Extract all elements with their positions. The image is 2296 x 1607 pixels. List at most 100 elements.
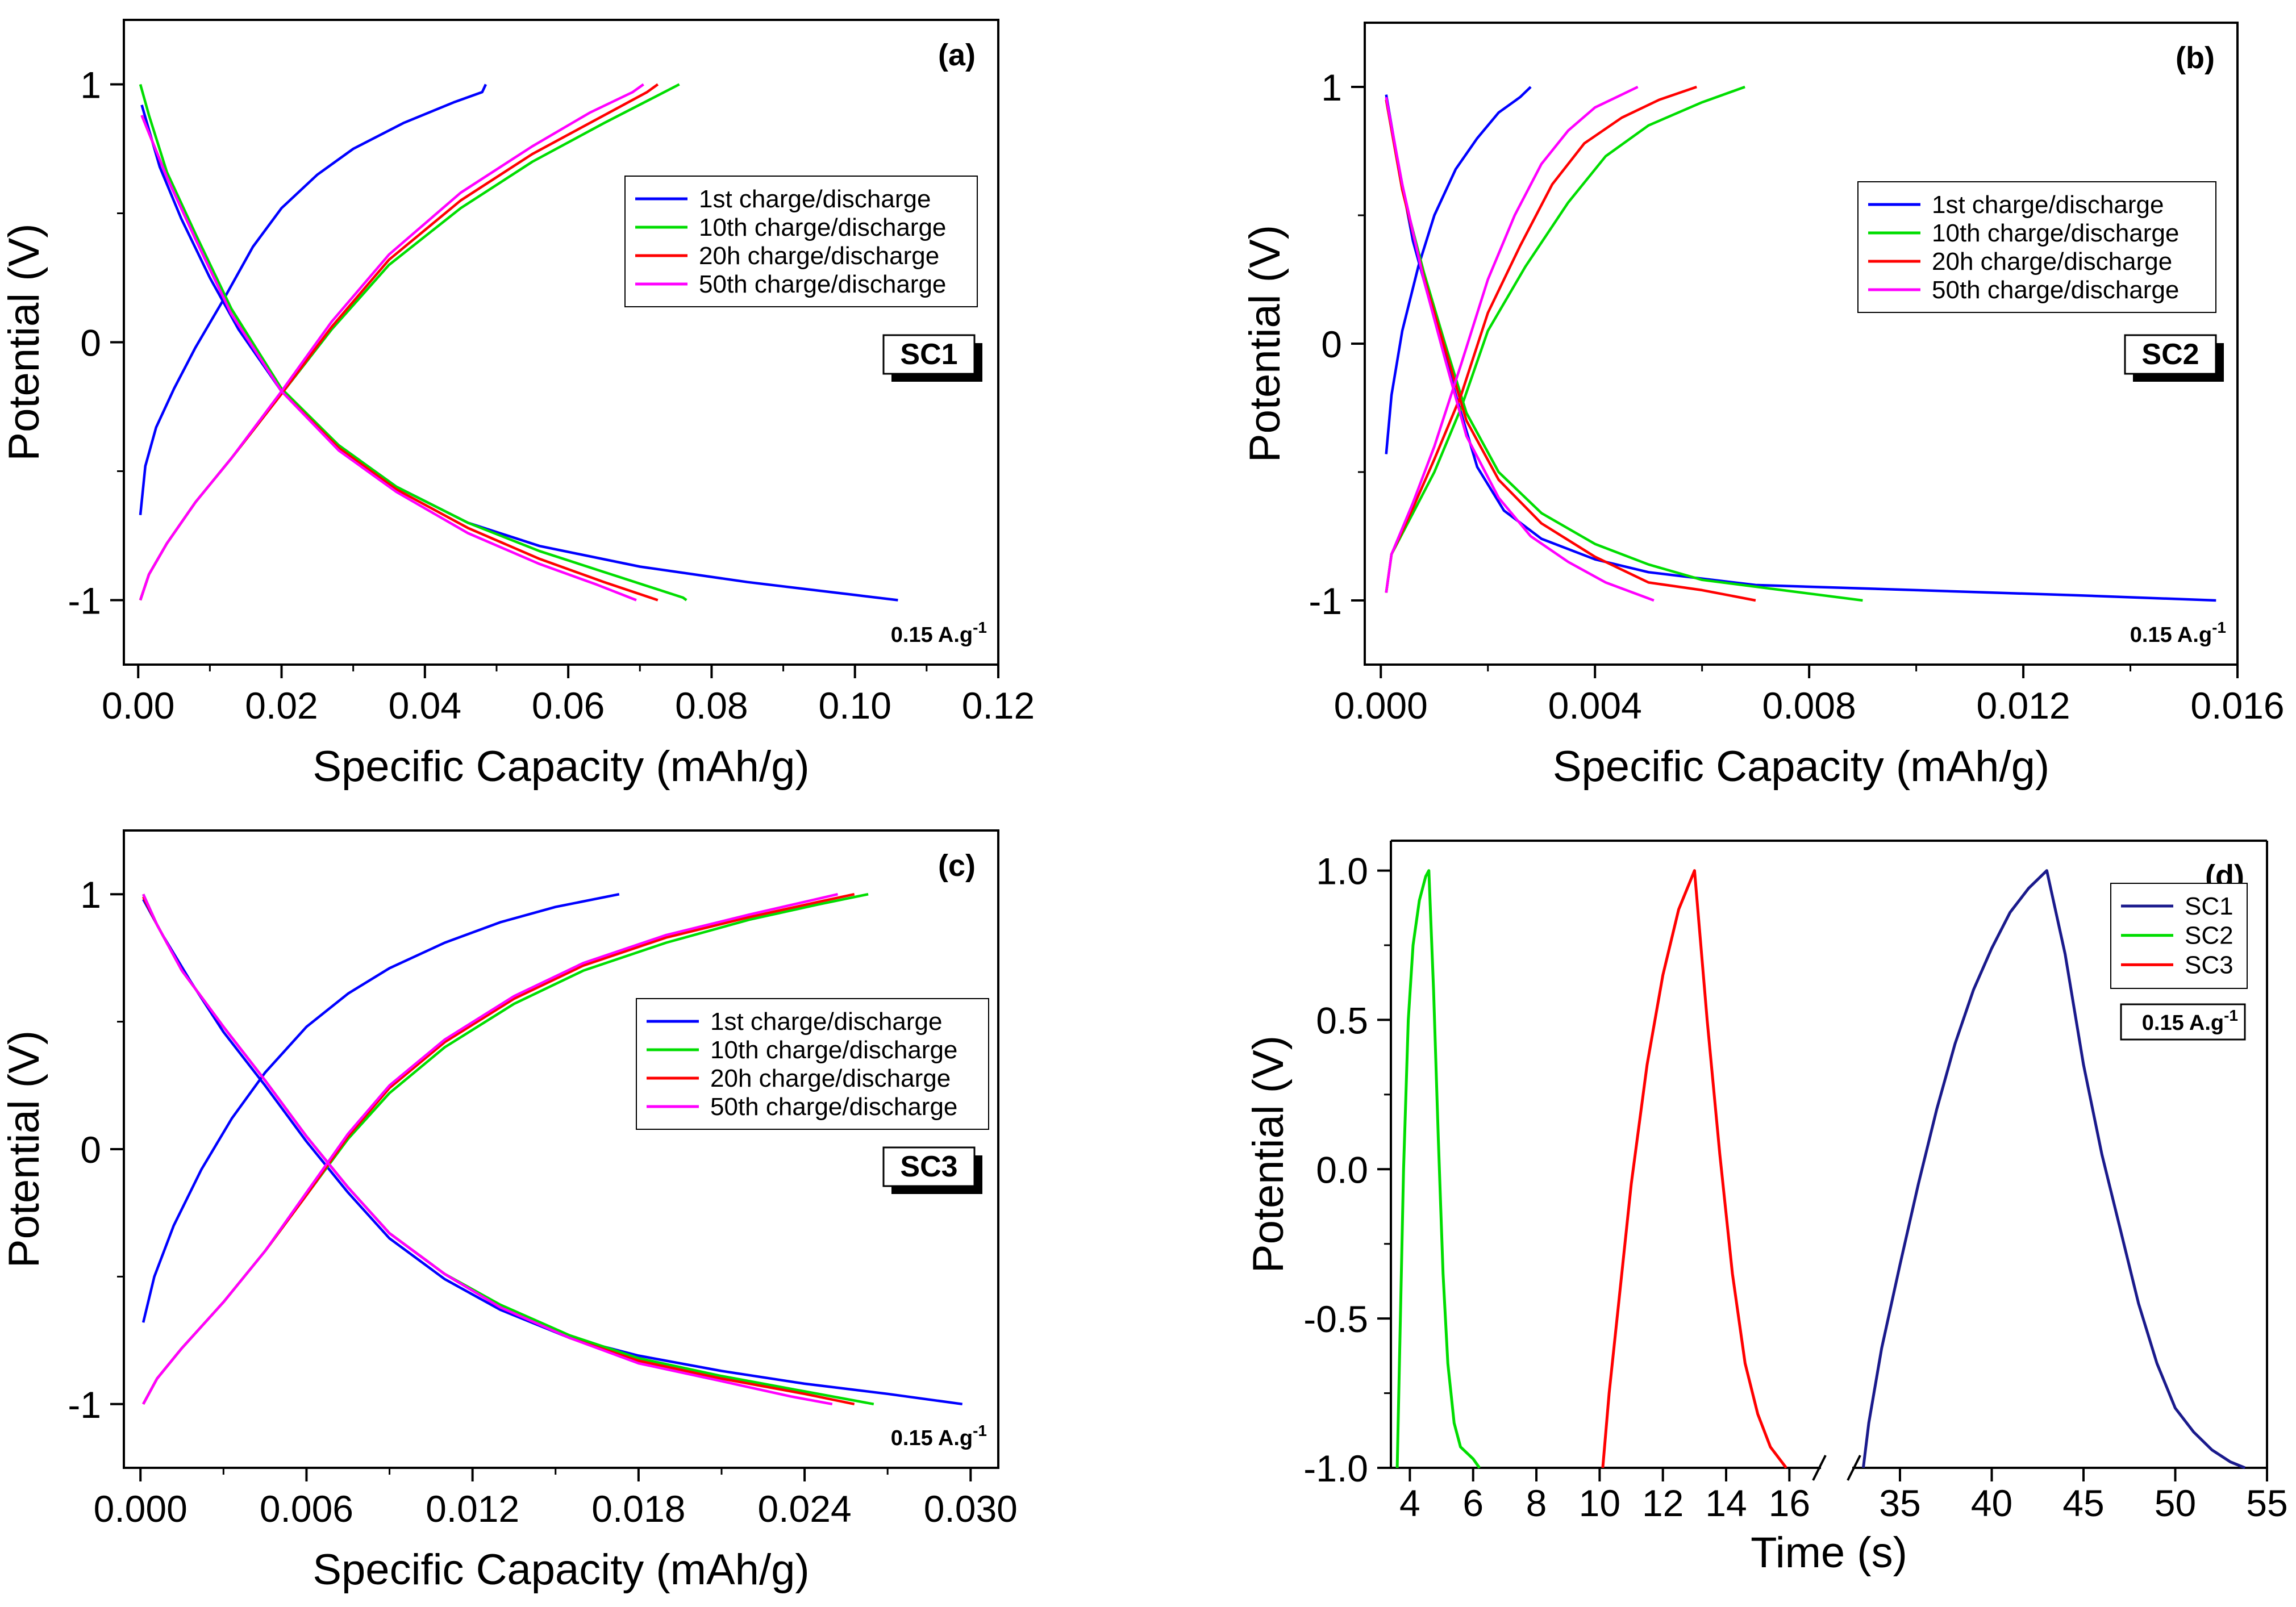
series-line [142,893,839,1405]
sc-box [882,334,976,375]
legend-entry: 20h charge/discharge [1932,248,2172,276]
x-tick-label: 8 [1526,1482,1547,1524]
sc-label: SC2 [2141,338,2199,371]
legend-entry: 1st charge/discharge [699,185,931,213]
x-tick-label: 0.012 [426,1488,519,1530]
series-line [1385,85,1697,593]
x-tick-label: 0.02 [245,684,318,727]
sc-box [2124,334,2217,375]
series-line [139,83,680,601]
x-tick-label: 0.000 [94,1488,187,1530]
rate-label: 0.15 A.g-1 [2142,1007,2238,1035]
y-tick-label: 0.5 [1316,999,1368,1041]
series-line [140,115,637,602]
series-line [1385,85,1639,593]
series-line [139,83,659,601]
sc-label: SC3 [900,1150,957,1183]
x-tick-label: 0.06 [532,684,605,727]
series-line [142,892,869,1405]
x-tick-label: 45 [2062,1482,2104,1524]
series-line [1601,869,1787,1469]
x-tick-label: 14 [1705,1482,1747,1524]
x-tick-label: 55 [2246,1482,2287,1524]
legend-entry: SC2 [2185,922,2234,950]
series-line [1395,869,1481,1469]
series-line [142,896,855,1406]
legend-entry: 20h charge/discharge [699,242,939,270]
y-tick-label: 0.0 [1316,1149,1368,1191]
x-axis-title: Time (s) [1751,1529,1907,1577]
panel-label: (a) [938,38,976,72]
x-tick-label: 6 [1462,1482,1484,1524]
rate-label: 0.15 A.g-1 [891,1422,987,1450]
legend-entry: 1st charge/discharge [710,1008,942,1036]
y-tick-label: 1 [80,64,101,106]
y-tick-label: -0.5 [1303,1298,1368,1340]
x-tick-label: 0.12 [962,684,1035,727]
series-line [142,894,874,1406]
legend-entry: SC3 [2185,951,2234,979]
y-tick-label: -1 [68,580,101,622]
series-line [1861,869,2246,1470]
x-tick-label: 10 [1579,1482,1620,1524]
y-tick-label: 0 [80,1129,101,1171]
y-axis-title: Potential (V) [1244,1036,1293,1273]
series-line [142,892,855,1405]
sc-label: SC1 [900,338,957,371]
legend-entry: 50th charge/discharge [699,270,946,298]
series-line [141,892,620,1323]
y-tick-label: 1.0 [1316,850,1368,892]
x-axis-title: Specific Capacity (mAh/g) [312,1546,809,1594]
y-axis-title: Potential (V) [1241,225,1289,462]
rate-exponent: -1 [973,1422,987,1439]
legend-entry: 50th charge/discharge [1932,276,2179,304]
panel-label: (c) [938,849,976,883]
y-tick-label: -1 [68,1384,101,1426]
rate-exponent: -1 [2224,1007,2238,1024]
legend-entry: 50th charge/discharge [710,1093,957,1121]
x-tick-label: 0.10 [818,684,891,727]
series-line [142,894,833,1406]
legend-entry: 1st charge/discharge [1932,191,2164,219]
y-tick-label: 0 [1321,323,1342,365]
series-line [1385,86,1532,454]
x-tick-label: 0.000 [1334,684,1428,727]
plot-frame [123,829,999,1469]
legend-box [2110,883,2248,989]
rate-label: 0.15 A.g-1 [2130,619,2226,647]
plot-frame [1364,22,2239,666]
x-tick-label: 0.018 [591,1488,685,1530]
x-tick-label: 12 [1642,1482,1684,1524]
series-line [139,84,487,515]
x-tick-label: 0.024 [757,1488,851,1530]
rate-label: 0.15 A.g-1 [891,619,987,647]
x-tick-label: 0.08 [675,684,748,727]
y-tick-label: 1 [1321,66,1342,108]
legend-entry: 10th charge/discharge [710,1036,957,1064]
rate-exponent: -1 [2212,619,2226,636]
sc-box [882,1146,976,1187]
y-tick-label: -1.0 [1303,1447,1368,1489]
legend-entry: SC1 [2185,892,2234,920]
axis-break-mark [1812,1455,1827,1481]
axis-break-mark [1847,1455,1861,1481]
series-line [1385,97,1655,602]
x-tick-label: 4 [1399,1482,1420,1524]
y-tick-label: 0 [80,322,101,364]
x-tick-label: 0.012 [1976,684,2070,727]
x-tick-label: 35 [1879,1482,1920,1524]
series-line [1385,94,2216,602]
series-line [1385,85,1745,593]
y-axis-title: Potential (V) [0,1030,48,1268]
x-tick-label: 40 [1971,1482,2012,1524]
panel-label: (b) [2176,41,2215,75]
legend-entry: 10th charge/discharge [699,214,946,241]
series-line [139,84,687,602]
y-tick-label: -1 [1309,580,1342,622]
series-line [139,83,644,601]
x-axis-title: Specific Capacity (mAh/g) [312,742,809,791]
series-line [140,115,659,602]
legend-entry: 10th charge/discharge [1932,219,2179,247]
x-tick-label: 0.00 [102,684,174,727]
x-tick-label: 0.006 [260,1488,353,1530]
